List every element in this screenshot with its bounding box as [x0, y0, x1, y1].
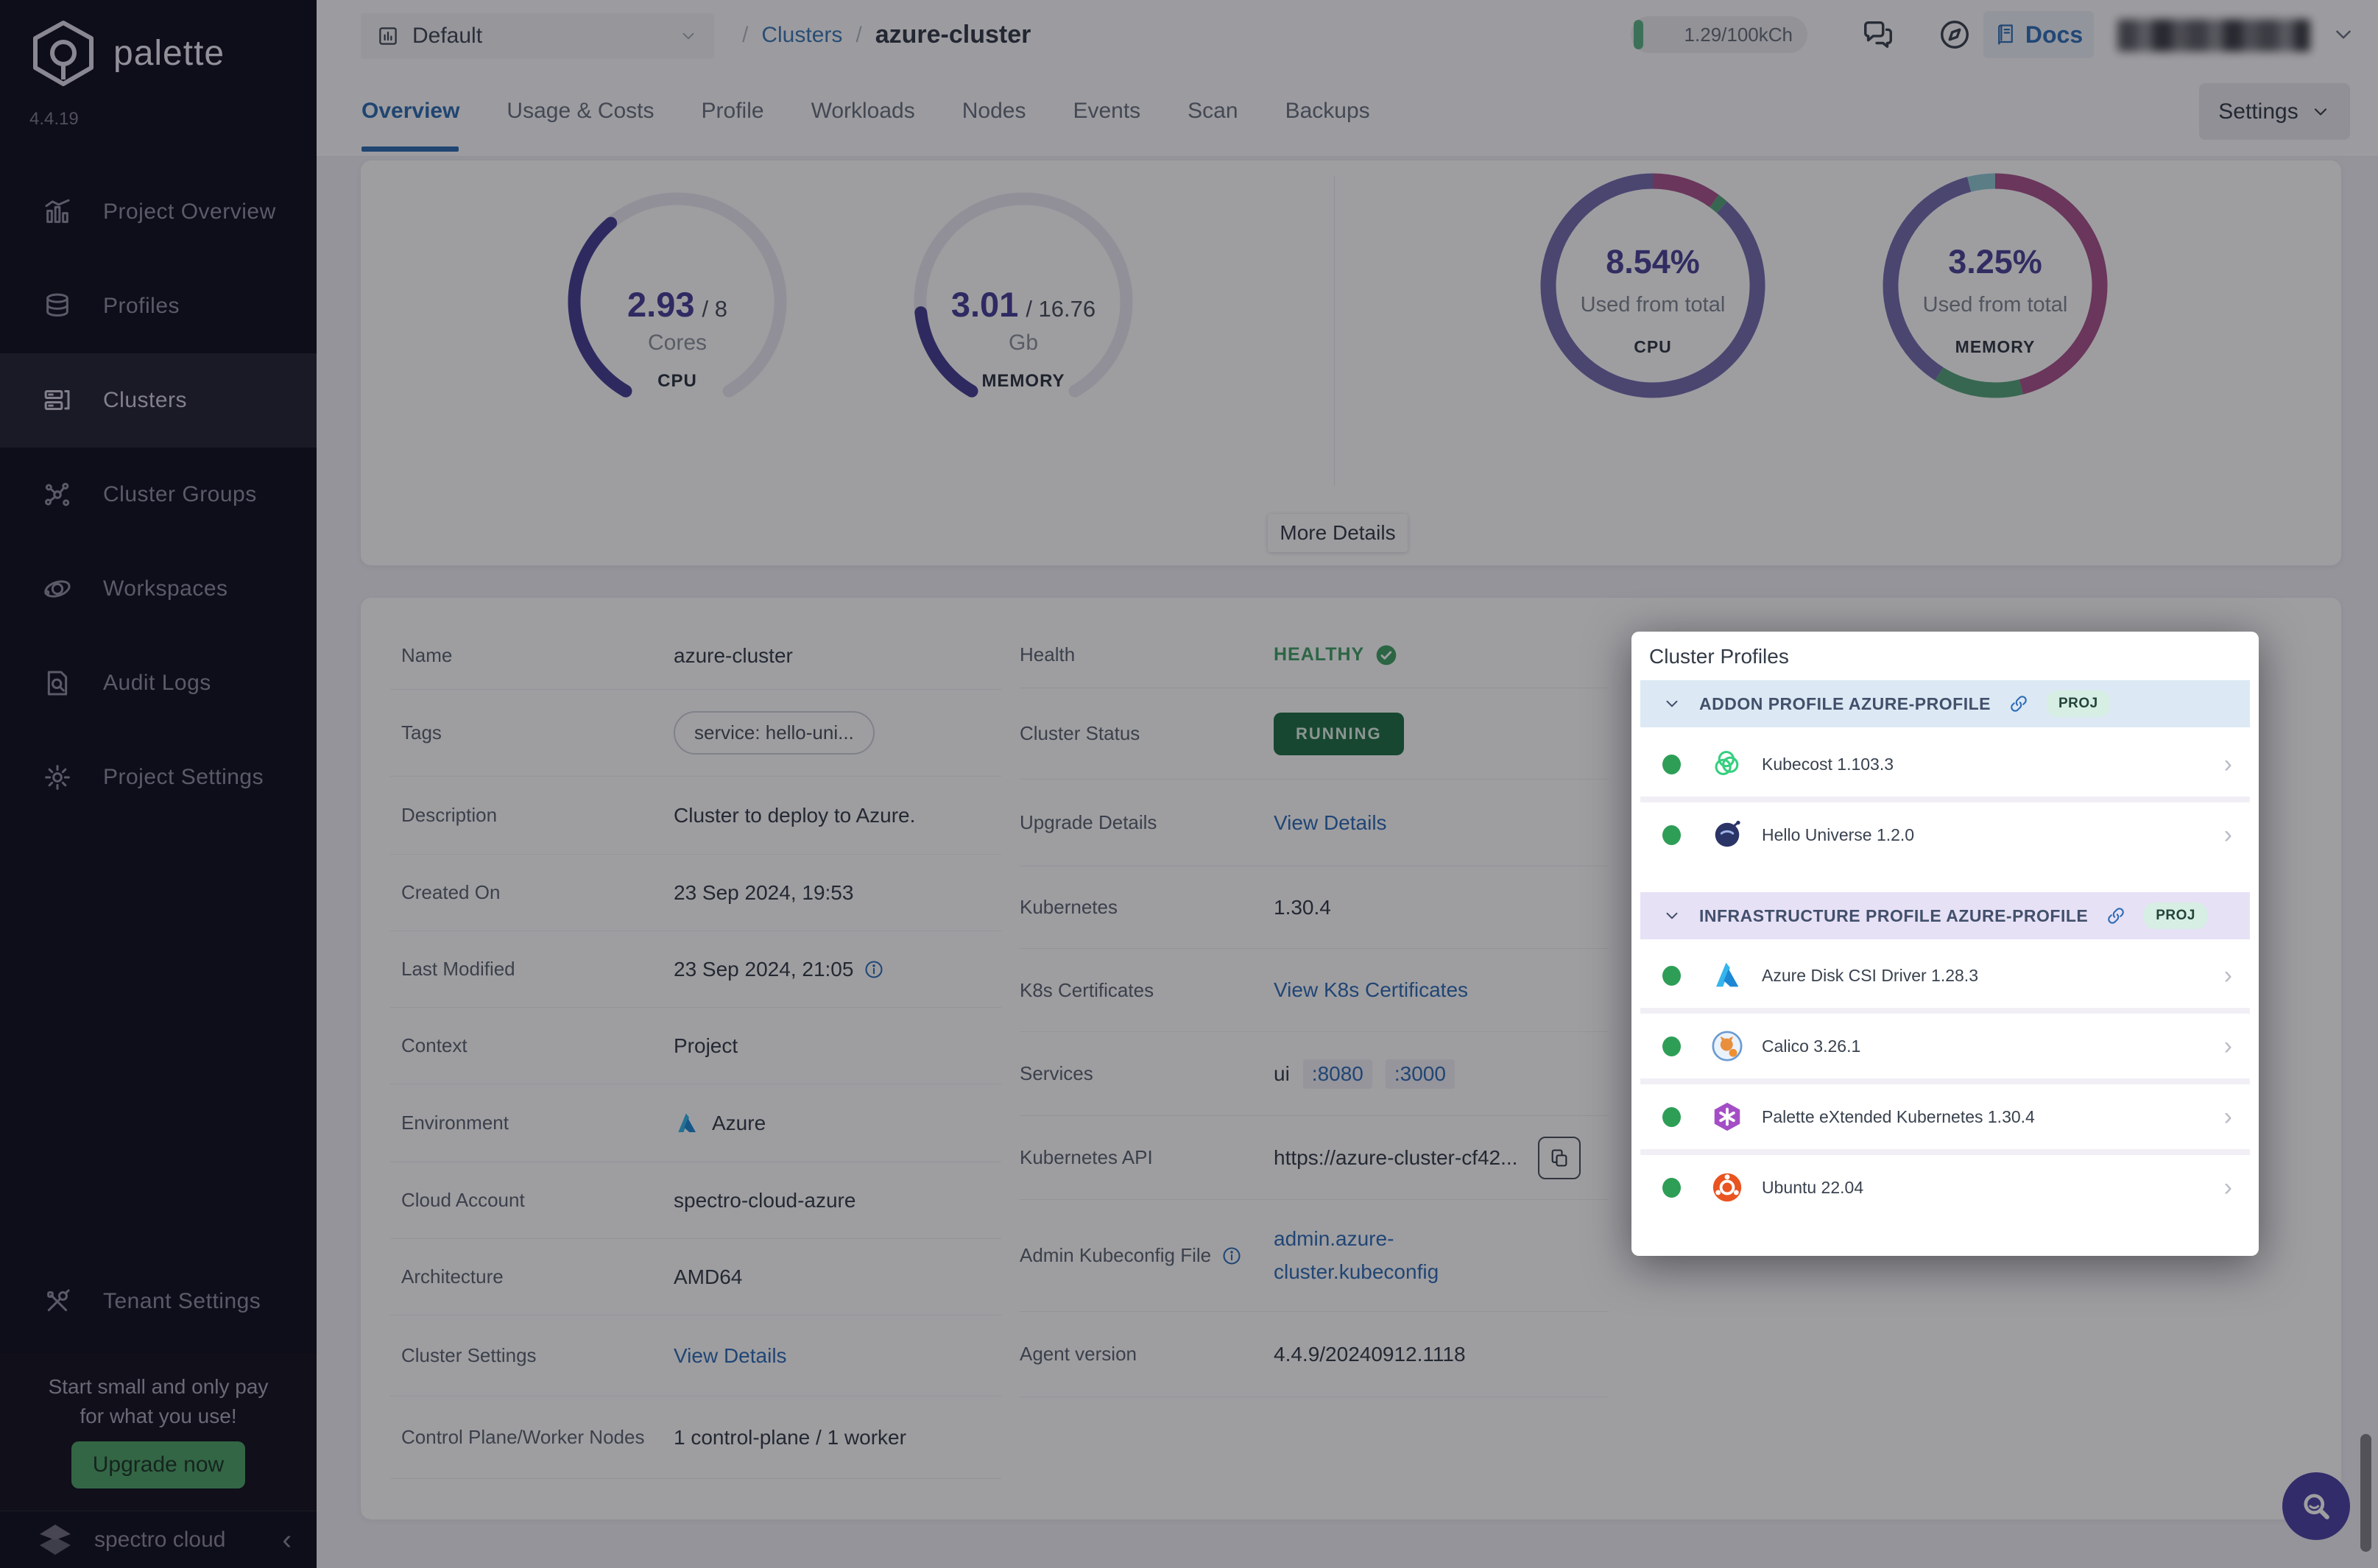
layer-name: Hello Universe 1.2.0: [1762, 825, 1914, 845]
chevron-right-icon: ›: [2224, 1032, 2232, 1061]
status-dot: [1662, 825, 1681, 845]
hello-universe-icon: [1710, 818, 1744, 852]
layer-name: Palette eXtended Kubernetes 1.30.4: [1762, 1107, 2035, 1127]
cluster-profiles-title: Cluster Profiles: [1649, 645, 1789, 668]
cluster-profiles-popup: Cluster Profiles ADDON PROFILE AZURE-PRO…: [1631, 632, 2259, 1256]
status-dot: [1662, 755, 1681, 774]
row-separator: [1640, 1149, 2250, 1155]
row-separator: [1640, 797, 2250, 802]
layer-name: Kubecost 1.103.3: [1762, 755, 1894, 774]
layer-name: Ubuntu 22.04: [1762, 1178, 1863, 1198]
azure-disk-icon: [1710, 958, 1744, 992]
row-separator: [1640, 1078, 2250, 1084]
link-icon[interactable]: [2008, 693, 2029, 714]
chevron-right-icon: ›: [2224, 961, 2232, 990]
row-separator: [1640, 1008, 2250, 1014]
status-dot: [1662, 1036, 1681, 1056]
profile-layer-kubecost[interactable]: Kubecost 1.103.3 ›: [1640, 732, 2250, 797]
chevron-right-icon: ›: [2224, 821, 2232, 850]
profile-layer-calico[interactable]: Calico 3.26.1 ›: [1640, 1014, 2250, 1078]
profile-layer-hello-universe[interactable]: Hello Universe 1.2.0 ›: [1640, 802, 2250, 867]
status-dot: [1662, 966, 1681, 986]
profile-layer-palette-extended-kubernetes[interactable]: Palette eXtended Kubernetes 1.30.4 ›: [1640, 1084, 2250, 1149]
status-dot: [1662, 1107, 1681, 1127]
project-scope-badge: PROJ: [2047, 691, 2110, 717]
chevron-down-icon: [1662, 906, 1682, 925]
palette-app: palette 4.4.19 Project Overview Profiles: [0, 0, 2378, 1568]
palette-extended-kubernetes-icon: [1710, 1100, 1744, 1134]
infrastructure-profile-section-header[interactable]: INFRASTRUCTURE PROFILE AZURE-PROFILE PRO…: [1640, 892, 2250, 939]
chevron-right-icon: ›: [2224, 750, 2232, 779]
section-name: ADDON PROFILE AZURE-PROFILE: [1699, 694, 1991, 714]
link-icon[interactable]: [2106, 905, 2126, 926]
layer-name: Calico 3.26.1: [1762, 1036, 1860, 1056]
profile-layer-ubuntu[interactable]: Ubuntu 22.04 ›: [1640, 1155, 2250, 1220]
calico-icon: [1710, 1029, 1744, 1063]
kubecost-icon: [1710, 747, 1744, 781]
status-dot: [1662, 1178, 1681, 1198]
addon-profile-section-header[interactable]: ADDON PROFILE AZURE-PROFILE PROJ: [1640, 680, 2250, 727]
project-scope-badge: PROJ: [2144, 903, 2207, 929]
chevron-right-icon: ›: [2224, 1173, 2232, 1202]
chevron-down-icon: [1662, 694, 1682, 713]
profile-layer-azure-disk-csi[interactable]: Azure Disk CSI Driver 1.28.3 ›: [1640, 943, 2250, 1008]
ubuntu-icon: [1710, 1170, 1744, 1204]
chevron-right-icon: ›: [2224, 1103, 2232, 1131]
layer-name: Azure Disk CSI Driver 1.28.3: [1762, 966, 1978, 986]
section-name: INFRASTRUCTURE PROFILE AZURE-PROFILE: [1699, 906, 2088, 926]
